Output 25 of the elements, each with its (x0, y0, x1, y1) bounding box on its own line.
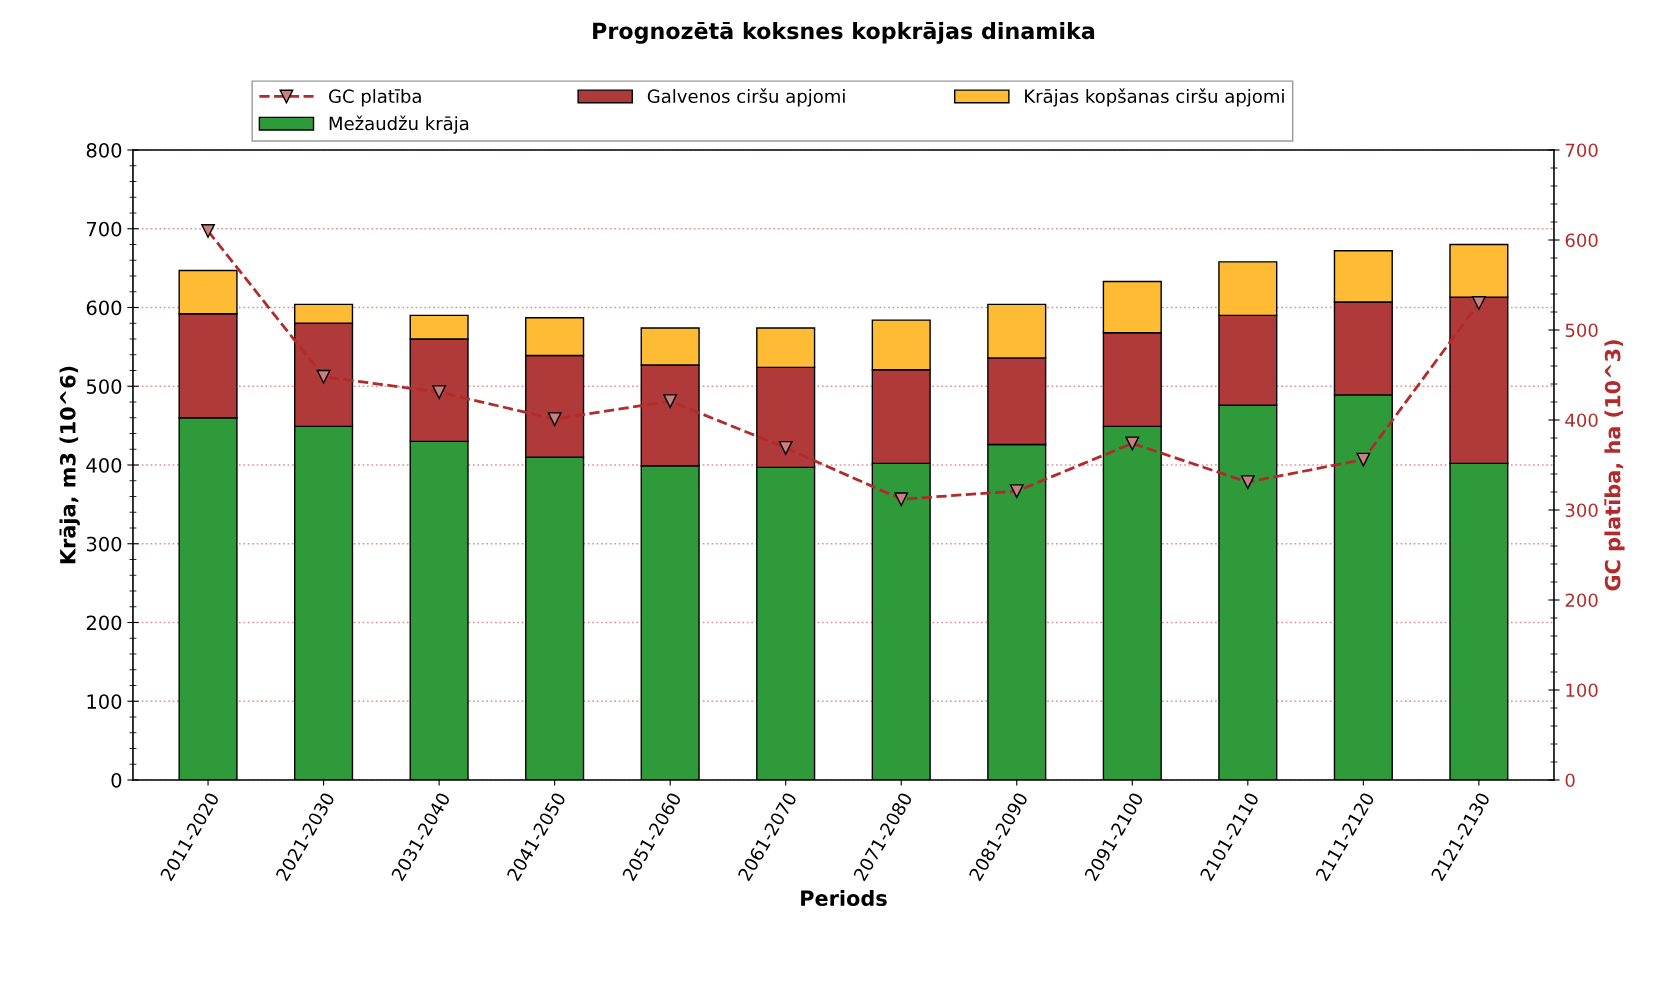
y-tick-label: 200 (86, 615, 122, 631)
y2-tick-label: 500 (1565, 323, 1598, 338)
legend-label: Krājas kopšanas ciršu apjomi (1025, 88, 1284, 107)
y2-axis-title: GC platība, ha (10^3) (1604, 340, 1625, 591)
y-tick-label: 600 (86, 300, 122, 316)
y2-tick-label: 300 (1565, 503, 1598, 518)
y2-tick-label: 700 (1565, 143, 1598, 158)
y-tick-label: 500 (86, 379, 122, 394)
y-tick-label: 300 (86, 536, 122, 552)
x-axis-title: Periods (801, 889, 887, 907)
legend-label: Galvenos ciršu apjomi (647, 88, 845, 107)
legend-label: GC platība (328, 89, 421, 107)
chart-title: Prognozētā koksnes kopkrājas dinamika (593, 22, 1095, 44)
y2-tick-label: 400 (1565, 413, 1598, 428)
y-tick-label: 800 (86, 142, 122, 158)
y-axis-title: Krāja, m3 (10^6) (59, 366, 80, 564)
y2-tick-label: 600 (1565, 233, 1598, 248)
y-tick-label: 100 (87, 694, 122, 709)
legend-label: Mežaudžu krāja (329, 115, 469, 134)
y-tick-label: 0 (111, 772, 122, 788)
y-tick-label: 400 (86, 457, 122, 473)
y2-tick-label: 200 (1565, 593, 1598, 608)
y2-tick-label: 100 (1566, 683, 1598, 698)
y2-tick-label: 0 (1565, 773, 1575, 788)
y-tick-label: 700 (87, 221, 122, 237)
